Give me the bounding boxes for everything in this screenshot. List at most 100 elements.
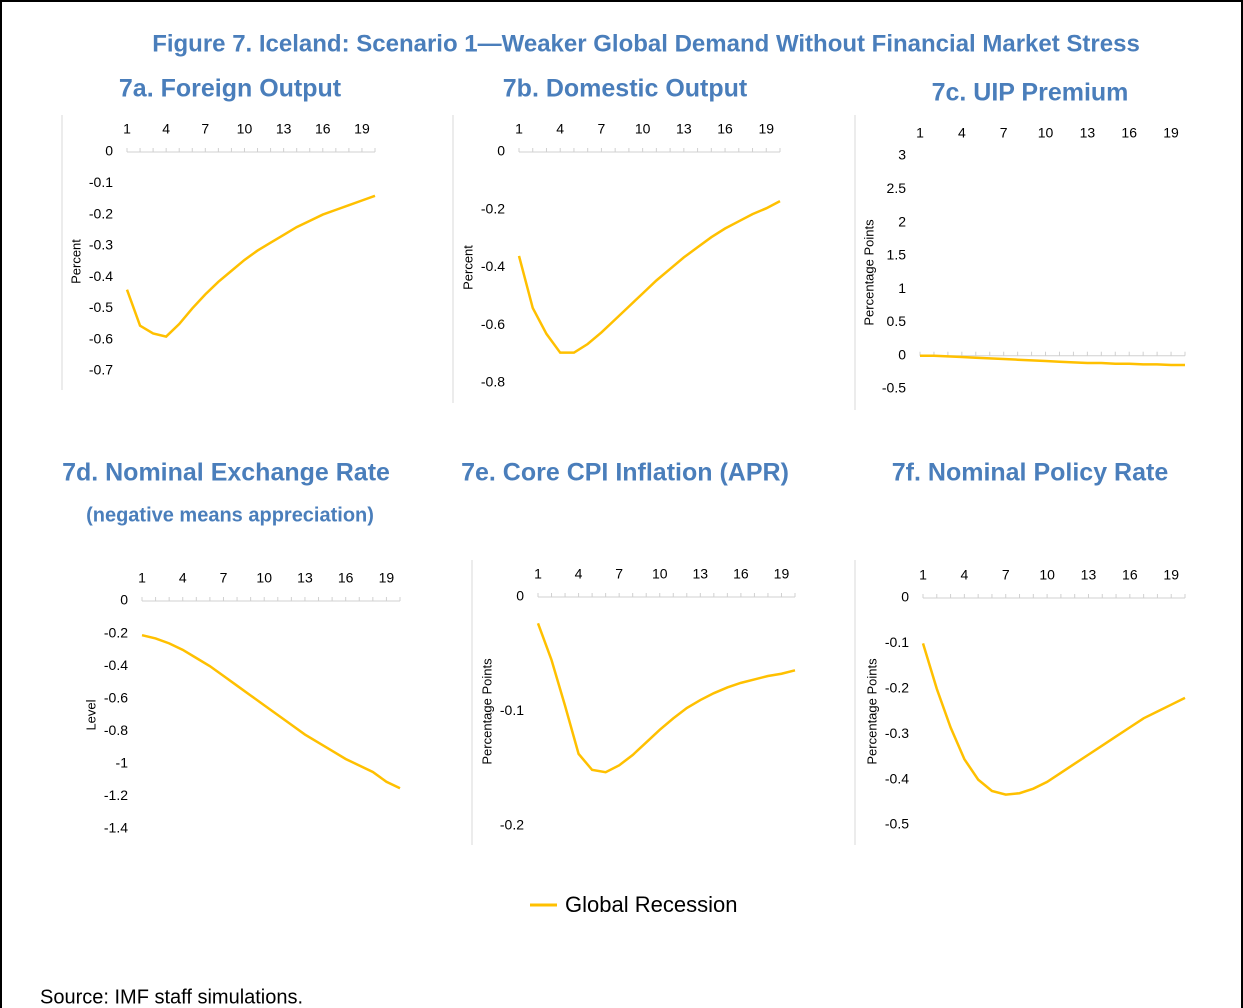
x-tick-label: 13	[297, 570, 313, 586]
x-tick-label: 19	[354, 121, 370, 137]
x-tick-label: 16	[733, 566, 749, 582]
panel-title: 7b. Domestic Output	[503, 75, 748, 103]
y-tick-label: -0.5	[89, 299, 113, 315]
y-tick-label: -0.2	[481, 200, 505, 216]
x-tick-label: 16	[717, 121, 733, 137]
y-tick-label: -0.4	[885, 770, 909, 786]
x-tick-label: 13	[276, 121, 292, 137]
y-tick-label: 1	[898, 280, 906, 296]
y-tick-label: -0.1	[89, 174, 113, 190]
x-tick-label: 7	[615, 566, 623, 582]
x-tick-label: 1	[534, 566, 542, 582]
x-tick-label: 1	[515, 121, 523, 137]
y-tick-label: 0	[120, 592, 128, 608]
x-tick-label: 7	[220, 570, 228, 586]
y-axis-label: Percentage Points	[861, 219, 876, 326]
y-tick-label: -0.5	[882, 380, 906, 396]
x-tick-label: 13	[1081, 567, 1097, 583]
panel-title: 7e. Core CPI Inflation (APR)	[461, 459, 789, 487]
x-tick-label: 4	[960, 567, 968, 583]
y-tick-label: -0.6	[481, 316, 505, 332]
y-tick-label: 0	[901, 589, 909, 605]
y-tick-label: -0.5	[885, 816, 909, 832]
x-tick-label: 19	[774, 566, 790, 582]
figure-title: Figure 7. Iceland: Scenario 1—Weaker Glo…	[152, 30, 1140, 57]
x-tick-label: 10	[1039, 567, 1055, 583]
y-tick-label: -0.1	[500, 702, 524, 718]
x-tick-label: 1	[123, 121, 131, 137]
x-tick-label: 7	[598, 121, 606, 137]
y-tick-label: -0.3	[885, 725, 909, 741]
x-tick-label: 10	[652, 566, 668, 582]
x-tick-label: 16	[1121, 125, 1137, 141]
x-tick-label: 4	[575, 566, 583, 582]
data-line	[920, 354, 1185, 367]
y-tick-label: 0	[497, 143, 505, 159]
x-tick-label: 16	[338, 570, 354, 586]
x-tick-label: 7	[1000, 125, 1008, 141]
y-tick-label: 2	[898, 213, 906, 229]
y-tick-label: 0	[516, 588, 524, 604]
x-tick-label: 1	[919, 567, 927, 583]
x-tick-label: 7	[201, 121, 209, 137]
y-tick-label: 0	[898, 346, 906, 362]
y-axis-label: Percent	[68, 239, 83, 284]
x-tick-label: 4	[958, 125, 966, 141]
x-tick-label: 7	[1002, 567, 1010, 583]
panel-title: 7a. Foreign Output	[119, 75, 342, 103]
y-axis-label: Level	[83, 699, 98, 730]
y-tick-label: -1.4	[104, 820, 128, 836]
y-tick-label: -0.2	[500, 817, 524, 833]
x-tick-label: 13	[1080, 125, 1096, 141]
x-tick-label: 19	[379, 570, 395, 586]
data-line	[141, 633, 401, 790]
y-tick-label: -0.2	[104, 624, 128, 640]
y-axis-label: Percentage Points	[479, 658, 494, 765]
x-tick-label: 10	[237, 121, 253, 137]
x-tick-label: 10	[1038, 125, 1054, 141]
x-tick-label: 4	[179, 570, 187, 586]
x-tick-label: 4	[556, 121, 564, 137]
y-axis-label: Percent	[460, 245, 475, 290]
y-tick-label: -0.2	[89, 205, 113, 221]
x-tick-label: 10	[635, 121, 651, 137]
x-tick-label: 13	[693, 566, 709, 582]
data-line	[125, 194, 376, 338]
y-tick-label: -0.3	[89, 237, 113, 253]
x-tick-label: 10	[256, 570, 272, 586]
y-axis-label: Percentage Points	[864, 658, 879, 765]
x-tick-label: 16	[1122, 567, 1138, 583]
x-tick-label: 1	[916, 125, 924, 141]
x-tick-label: 19	[1163, 567, 1179, 583]
y-tick-label: 0.5	[887, 313, 907, 329]
source-note: Source: IMF staff simulations.	[40, 986, 303, 1008]
y-tick-label: 0	[105, 143, 113, 159]
data-line	[921, 643, 1186, 796]
y-tick-label: 1.5	[887, 247, 907, 263]
y-tick-label: -0.2	[885, 680, 909, 696]
x-tick-label: 4	[162, 121, 170, 137]
y-tick-label: -0.4	[89, 268, 113, 284]
y-tick-label: -0.4	[104, 657, 128, 673]
panel-title: 7f. Nominal Policy Rate	[892, 459, 1169, 487]
y-tick-label: -1	[116, 755, 129, 771]
panel-title: 7d. Nominal Exchange Rate	[62, 459, 390, 487]
y-tick-label: -0.8	[481, 374, 505, 390]
y-tick-label: -0.6	[104, 689, 128, 705]
y-tick-label: -0.4	[481, 258, 505, 274]
y-tick-label: -1.2	[104, 787, 128, 803]
panel-title: 7c. UIP Premium	[932, 79, 1129, 107]
y-tick-label: -0.1	[885, 634, 909, 650]
y-tick-label: 3	[898, 147, 906, 163]
x-tick-label: 19	[1163, 125, 1179, 141]
legend-label: Global Recession	[565, 892, 737, 917]
x-tick-label: 1	[138, 570, 146, 586]
x-tick-label: 19	[758, 121, 774, 137]
y-tick-label: -0.8	[104, 722, 128, 738]
x-tick-label: 16	[315, 121, 331, 137]
data-line	[517, 199, 781, 354]
y-tick-label: -0.6	[89, 330, 113, 346]
y-tick-label: 2.5	[887, 180, 907, 196]
